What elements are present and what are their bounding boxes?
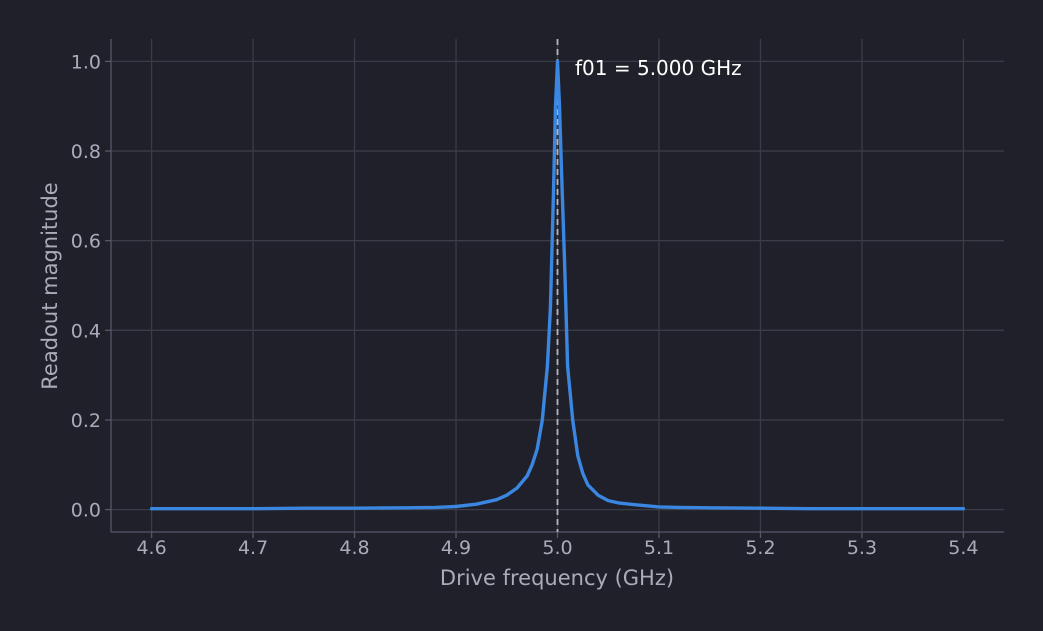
tick-labels: 4.6 4.7 4.8 4.9 5.0 5.1 5.2 5.3 5.4 0.0 0.2 0.4 0.6 0… [71, 51, 979, 559]
y-axis-label: Readout magnitude [38, 182, 62, 389]
x-axis-label: Drive frequency (GHz) [440, 566, 674, 590]
resonance-curve [149, 59, 966, 511]
x-tick-label: 5.1 [644, 537, 674, 559]
x-tick-label: 4.6 [136, 537, 166, 559]
y-tick-label: 0.2 [71, 410, 101, 432]
x-tick-label: 5.2 [745, 537, 775, 559]
x-tick-label: 5.3 [847, 537, 877, 559]
peak-annotation: f01 = 5.000 GHz [575, 56, 742, 80]
x-tick-label: 4.7 [238, 537, 268, 559]
x-tick-label: 5.0 [542, 537, 572, 559]
x-tick-label: 5.4 [948, 537, 978, 559]
series-layer [149, 59, 966, 511]
y-tick-label: 1.0 [71, 51, 101, 73]
x-tick-label: 4.9 [441, 537, 471, 559]
y-tick-label: 0.0 [71, 500, 101, 522]
x-tick-label: 4.8 [339, 537, 369, 559]
y-tick-label: 0.8 [71, 141, 101, 163]
y-tick-label: 0.4 [71, 320, 101, 342]
y-tick-label: 0.6 [71, 231, 101, 253]
